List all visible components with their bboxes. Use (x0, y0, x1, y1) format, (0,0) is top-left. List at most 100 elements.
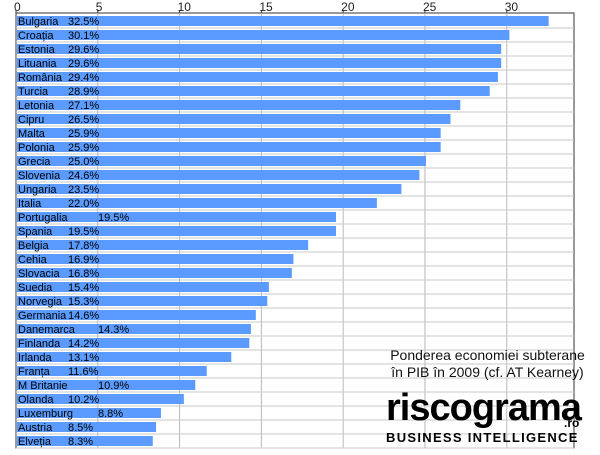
value-label: 13.1% (68, 352, 99, 364)
value-label: 15.3% (68, 296, 99, 308)
bar-luxemburg (17, 408, 161, 418)
bar-norvegia (17, 296, 268, 306)
bar-belgia (17, 240, 309, 250)
x-tick-label: 15 (259, 0, 273, 14)
bar-slovacia (17, 268, 292, 278)
value-label: 8.8% (98, 408, 123, 420)
category-label: Luxemburg (18, 408, 73, 420)
bar-cipru (17, 114, 451, 124)
category-label: Slovenia (18, 170, 61, 182)
value-label: 22.0% (68, 198, 99, 210)
value-label: 25.9% (68, 142, 99, 154)
bar-cehia (17, 254, 294, 264)
bar-turcia (17, 86, 490, 96)
category-label: Austria (18, 422, 53, 434)
bar-suedia (17, 282, 269, 292)
riscograma-logo: riscograma .ro BUSINESS INTELLIGENCE (384, 387, 590, 448)
bar-lituania (17, 58, 502, 68)
bar-danemarca (17, 324, 251, 334)
category-label: Turcia (18, 86, 49, 98)
category-label: Germania (18, 310, 67, 322)
category-label: Letonia (18, 100, 55, 112)
category-label: Danemarca (18, 324, 76, 336)
value-label: 14.2% (68, 338, 99, 350)
category-label: Portugalia (18, 212, 68, 224)
category-label: Croația (18, 30, 54, 42)
bar-finlanda (17, 338, 250, 348)
bar-franța (17, 366, 207, 376)
bar-ungaria (17, 184, 402, 194)
x-tick-label: 5 (96, 0, 103, 14)
category-label: Irlanda (18, 352, 53, 364)
value-label: 19.5% (98, 212, 129, 224)
value-label: 17.8% (68, 240, 99, 252)
value-label: 29.6% (68, 44, 99, 56)
category-label: Belgia (18, 240, 49, 252)
bar-m-britanie (17, 380, 196, 390)
category-label: Cehia (18, 254, 48, 266)
bar-malta (17, 128, 441, 138)
x-tick-label: 0 (14, 0, 21, 14)
bar-germania (17, 310, 256, 320)
category-label: Ungaria (18, 184, 57, 196)
x-tick-label: 10 (178, 0, 192, 14)
value-label: 16.9% (68, 254, 99, 266)
value-label: 32.5% (68, 16, 99, 28)
category-label: Bulgaria (18, 16, 59, 28)
value-label: 8.5% (68, 422, 93, 434)
value-label: 8.3% (68, 436, 93, 448)
bar-bulgaria (17, 16, 549, 26)
value-label: 10.2% (68, 394, 99, 406)
bar-elveția (17, 436, 153, 446)
value-label: 15.4% (68, 282, 99, 294)
category-label: Olanda (18, 394, 54, 406)
caption-line-2: în PIB în 2009 (cf. AT Kearney) (391, 364, 584, 380)
bar-italia (17, 198, 377, 208)
chart-caption: Ponderea economiei subterane în PIB în 2… (380, 347, 595, 381)
value-label: 27.1% (68, 100, 99, 112)
bar-spania (17, 226, 336, 236)
category-label: Grecia (18, 156, 51, 168)
value-label: 29.4% (68, 72, 99, 84)
bar-slovenia (17, 170, 420, 180)
category-label: Italia (18, 198, 42, 210)
category-label: Estonia (18, 44, 56, 56)
value-label: 19.5% (68, 226, 99, 238)
category-label: Polonia (18, 142, 56, 154)
category-label: Elveția (18, 436, 52, 448)
bar-austria (17, 422, 157, 432)
category-label: Lituania (18, 58, 57, 70)
category-label: Norvegia (18, 296, 63, 308)
bar-românia (17, 72, 498, 82)
value-label: 28.9% (68, 86, 99, 98)
logo-tagline: BUSINESS INTELLIGENCE (386, 430, 579, 445)
category-label: Malta (18, 128, 46, 140)
value-label: 16.8% (68, 268, 99, 280)
x-tick-label: 25 (423, 0, 437, 14)
category-label: România (18, 72, 63, 84)
logo-tld: .ro (564, 416, 580, 430)
category-label: Cipru (18, 114, 44, 126)
bar-irlanda (17, 352, 232, 362)
bar-croația (17, 30, 510, 40)
x-tick-label: 20 (341, 0, 355, 14)
value-label: 23.5% (68, 184, 99, 196)
value-label: 25.0% (68, 156, 99, 168)
value-label: 11.6% (68, 366, 99, 378)
category-label: Slovacia (18, 268, 60, 280)
category-label: M Britanie (18, 380, 68, 392)
value-label: 14.6% (68, 310, 99, 322)
bar-portugalia (17, 212, 336, 222)
value-label: 30.1% (68, 30, 99, 42)
value-label: 14.3% (98, 324, 129, 336)
category-label: Finlanda (18, 338, 61, 350)
value-label: 29.6% (68, 58, 99, 70)
category-label: Suedia (18, 282, 53, 294)
x-tick-label: 30 (505, 0, 519, 14)
value-label: 10.9% (98, 380, 129, 392)
bar-olanda (17, 394, 184, 404)
value-label: 26.5% (68, 114, 99, 126)
category-label: Franța (18, 366, 51, 378)
bar-polonia (17, 142, 441, 152)
